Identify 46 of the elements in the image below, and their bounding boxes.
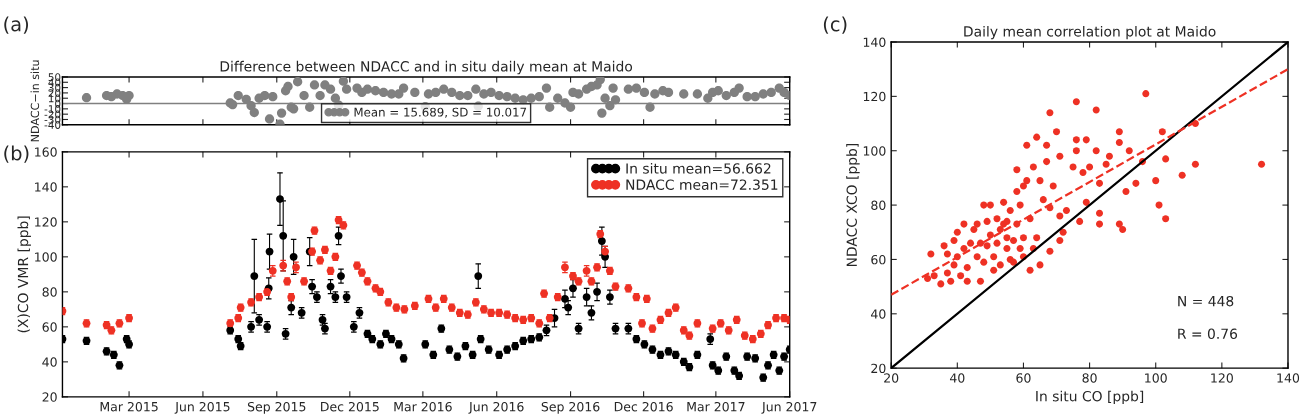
x-tick-label: Jun 2015 <box>174 401 230 414</box>
y-tick-label: 140 <box>863 37 886 47</box>
x-tick-label: 100 <box>1145 373 1167 383</box>
x-tick-label: Sep 2015 <box>247 401 306 414</box>
y-tick-label: 80 <box>42 287 57 297</box>
x-tick-label: Mar 2017 <box>687 401 745 412</box>
chart-title: Difference between NDACC and in situ daily mean at Maido <box>220 60 633 75</box>
y-tick-label: 160 <box>35 147 57 157</box>
x-tick-label: Mar 2016 <box>394 401 452 412</box>
x-tick-label: Jun 2017 <box>761 401 817 414</box>
chart-title: Daily mean correlation plot at Maido <box>964 25 1216 40</box>
annotation: R = 0.76 <box>1178 328 1238 339</box>
x-tick-label: Dec 2015 <box>321 401 379 412</box>
x-tick-label: Mar 2015 <box>100 401 158 412</box>
y-tick-label: 80 <box>871 200 886 211</box>
y-tick-label: 120 <box>35 217 57 227</box>
x-tick-label: 20 <box>884 373 899 383</box>
legend-label: In situ mean=56.662 <box>626 162 771 174</box>
y-axis-title: (X)CO VMR [ppb] <box>17 216 31 333</box>
y-tick-label: 60 <box>42 322 57 332</box>
y-tick-label: 100 <box>863 146 886 156</box>
x-tick-label: 140 <box>1277 373 1300 383</box>
x-axis-title: In situ CO [ppb] <box>1036 390 1144 405</box>
y-axis-title: NDACC XCO [ppb] <box>846 143 860 267</box>
y-tick-label: 140 <box>35 182 57 192</box>
y-axis-title: NDACC−in situ <box>30 60 40 142</box>
legend-label: Mean = 15.689, SD = 10.017 <box>354 107 527 118</box>
x-tick-label: Jun 2016 <box>468 401 524 414</box>
legend-label: NDACC mean=72.351 <box>626 179 778 190</box>
y-tick-label: 60 <box>871 254 886 265</box>
x-tick-label: 80 <box>1082 373 1097 383</box>
text: (a) <box>4 16 29 34</box>
text: (c) <box>823 16 847 34</box>
y-tick-label: 120 <box>863 91 886 102</box>
text: (b) <box>4 145 29 163</box>
x-tick-label: 40 <box>949 373 965 383</box>
y-tick-label: 40 <box>871 309 886 319</box>
x-tick-label: 120 <box>1211 373 1233 383</box>
y-tick-label: 40 <box>42 357 57 367</box>
annotation: N = 448 <box>1178 295 1234 307</box>
x-tick-label: Sep 2016 <box>541 401 600 414</box>
x-tick-label: Dec 2016 <box>614 401 673 412</box>
y-tick-label: 20 <box>871 363 886 374</box>
y-tick-label: 20 <box>42 392 57 402</box>
x-tick-label: 60 <box>1016 373 1031 383</box>
y-tick-label: 100 <box>35 252 57 262</box>
